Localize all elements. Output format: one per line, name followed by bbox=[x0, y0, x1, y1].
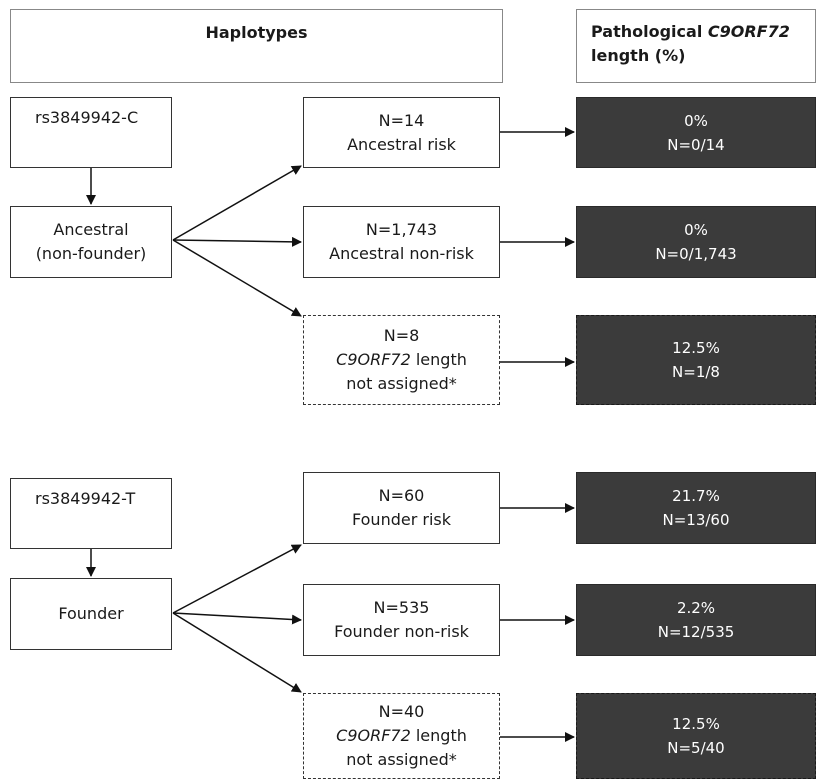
snp-label: rs3849942-C bbox=[35, 108, 139, 127]
result-box-ancestral-non-risk: 0% N=0/1,743 bbox=[576, 206, 816, 278]
gene-name: C9ORF72 bbox=[336, 350, 411, 369]
arrow-founder-to-risk bbox=[172, 544, 302, 614]
result-ratio: N=1/8 bbox=[672, 363, 720, 381]
haplotype-box-ancestral-non-risk: N=1,743 Ancestral non-risk bbox=[303, 206, 500, 278]
haplotype-count: N=8 bbox=[383, 326, 420, 345]
gene-name: C9ORF72 bbox=[336, 726, 411, 745]
result-ratio: N=13/60 bbox=[662, 511, 730, 529]
snp-box-t: rs3849942-T bbox=[10, 478, 172, 549]
haplotypes-header-text: Haplotypes bbox=[205, 23, 308, 42]
pathological-header: Pathological C9ORF72 length (%) bbox=[576, 9, 816, 83]
haplotype-count: N=535 bbox=[373, 598, 430, 617]
result-percent: 12.5% bbox=[672, 339, 720, 357]
haplotype-count: N=14 bbox=[378, 110, 425, 130]
arrow-ancestral-to-non-risk bbox=[172, 236, 302, 247]
result-percent: 12.5% bbox=[672, 715, 720, 733]
result-box-ancestral-risk: 0% N=0/14 bbox=[576, 97, 816, 168]
haplotype-count: N=60 bbox=[378, 486, 425, 505]
haplotype-label: C9ORF72 length bbox=[336, 724, 467, 748]
group-box-ancestral: Ancestral (non-founder) bbox=[10, 206, 172, 278]
haplotype-label: Ancestral non-risk bbox=[329, 244, 474, 263]
haplotype-count: N=1,743 bbox=[365, 220, 438, 239]
snp-label: rs3849942-T bbox=[35, 489, 136, 508]
result-box-ancestral-unassigned: 12.5% N=1/8 bbox=[576, 315, 816, 405]
group-label-sub: (non-founder) bbox=[35, 244, 147, 263]
haplotype-label: Ancestral risk bbox=[347, 134, 456, 154]
pathological-header-suffix: length (%) bbox=[591, 46, 686, 65]
arrow-ancestral-to-risk bbox=[172, 165, 302, 241]
result-percent: 0% bbox=[684, 111, 708, 130]
result-box-founder-risk: 21.7% N=13/60 bbox=[576, 472, 816, 544]
group-label: Ancestral bbox=[53, 220, 129, 239]
haplotype-label: Founder risk bbox=[352, 510, 451, 529]
pathological-header-prefix: Pathological bbox=[591, 22, 708, 41]
group-label: Founder bbox=[58, 604, 124, 623]
result-percent: 21.7% bbox=[672, 487, 720, 505]
pathological-header-gene: C9ORF72 bbox=[707, 22, 790, 41]
haplotype-box-ancestral-unassigned: N=8 C9ORF72 length not assigned* bbox=[303, 315, 500, 405]
haplotype-box-ancestral-risk: N=14 Ancestral risk bbox=[303, 97, 500, 168]
result-ratio: N=12/535 bbox=[657, 623, 735, 641]
haplotype-label-2: not assigned* bbox=[346, 750, 457, 769]
haplotype-count: N=40 bbox=[378, 702, 425, 721]
result-box-founder-non-risk: 2.2% N=12/535 bbox=[576, 584, 816, 656]
arrow-founder-to-non-risk bbox=[172, 612, 302, 625]
result-ratio: N=0/14 bbox=[667, 135, 725, 154]
result-ratio: N=5/40 bbox=[667, 739, 725, 757]
label-rest: length bbox=[410, 726, 467, 745]
haplotypes-header: Haplotypes bbox=[10, 9, 503, 83]
result-ratio: N=0/1,743 bbox=[655, 245, 737, 263]
snp-box-c: rs3849942-C bbox=[10, 97, 172, 168]
result-percent: 0% bbox=[684, 221, 708, 239]
arrow-founder-to-unassigned bbox=[172, 612, 302, 693]
haplotype-label-2: not assigned* bbox=[346, 374, 457, 393]
haplotype-label: C9ORF72 length bbox=[336, 348, 467, 372]
result-box-founder-unassigned: 12.5% N=5/40 bbox=[576, 693, 816, 779]
arrow-ancestral-to-unassigned bbox=[172, 239, 302, 317]
label-rest: length bbox=[410, 350, 467, 369]
haplotype-label: Founder non-risk bbox=[334, 622, 469, 641]
result-percent: 2.2% bbox=[676, 599, 716, 617]
haplotype-box-founder-risk: N=60 Founder risk bbox=[303, 472, 500, 544]
group-box-founder: Founder bbox=[10, 578, 172, 650]
haplotype-box-founder-non-risk: N=535 Founder non-risk bbox=[303, 584, 500, 656]
